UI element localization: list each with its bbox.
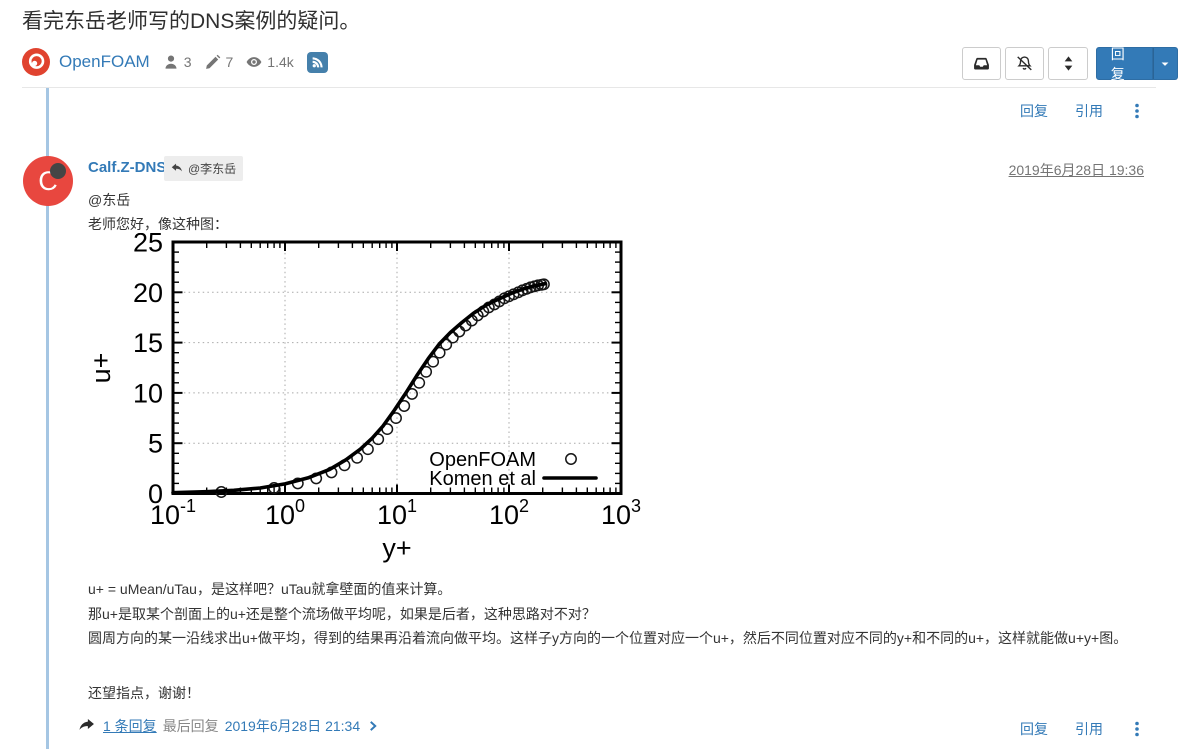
- category-link[interactable]: OpenFOAM: [59, 52, 150, 71]
- post-paragraph: 还望指点，谢谢！: [88, 685, 200, 701]
- topic-reply-split-button: 回复: [1095, 46, 1178, 82]
- svg-text:Komen et al: Komen et al: [429, 468, 536, 490]
- posts-count: 7: [225, 54, 234, 70]
- replies-toggle[interactable]: 1 条回复 最后回复 2019年6月28日 21:34: [78, 716, 379, 736]
- caret-down-icon: [1161, 61, 1169, 66]
- post-paragraph: 老师您好，像这种图：: [88, 216, 228, 232]
- svg-text:5: 5: [148, 429, 163, 459]
- post-paragraph: u+ = uMean/uTau，是这样吧？uTau就拿壁面的值来计算。: [88, 581, 452, 597]
- chevron-right-icon: [367, 720, 379, 732]
- topic-stats: 3 7 1.4k: [163, 51, 328, 73]
- bell-slash-icon: [1017, 56, 1033, 71]
- kebab-icon: [1135, 103, 1139, 119]
- svg-text:25: 25: [133, 233, 163, 258]
- user-status-dot: [50, 163, 66, 179]
- posts-timeline-bar[interactable]: [46, 88, 49, 749]
- topic-meta-row: OpenFOAM 3 7 1.4k: [22, 47, 328, 77]
- pencil-icon: [205, 54, 220, 69]
- avatar[interactable]: C: [23, 156, 73, 206]
- reply-link[interactable]: 回复: [1020, 103, 1048, 119]
- quote-link[interactable]: 引用: [1075, 721, 1103, 737]
- reply-to-username: @李东岳: [188, 162, 237, 176]
- reply-link[interactable]: 回复: [1020, 721, 1048, 737]
- svg-text:u+: u+: [88, 353, 116, 384]
- svg-text:10-1: 10-1: [150, 496, 196, 530]
- post-paragraph-line: 那u+是取某个剖面上的u+还是整个流场做平均呢，如果是后者，这种思路对不对？: [88, 606, 596, 622]
- svg-text:15: 15: [133, 328, 163, 358]
- post-author-link[interactable]: Calf.Z-DNS: [88, 159, 167, 176]
- post-timestamp[interactable]: 2019年6月28日 19:36: [1008, 162, 1144, 178]
- watch-button[interactable]: [1005, 47, 1045, 80]
- post-paragraph: 那u+是取某个剖面上的u+还是整个流场做平均呢，如果是后者，这种思路对不对？ 圆…: [88, 602, 1156, 650]
- views-count: 1.4k: [267, 54, 294, 70]
- topic-toolbar: 回复: [962, 46, 1178, 82]
- header-divider: [22, 87, 1156, 88]
- topic-title: 看完东岳老师写的DNS案例的疑问。: [22, 10, 361, 33]
- sort-button[interactable]: [1048, 47, 1088, 80]
- post-paragraph-line: 圆周方向的某一沿线求出u+做平均，得到的结果再沿着流向做平均。这样子y方向的一个…: [88, 630, 1128, 646]
- eye-icon: [246, 57, 262, 67]
- svg-text:y+: y+: [382, 533, 411, 563]
- reply-to-chip[interactable]: @李东岳: [164, 156, 244, 181]
- last-reply-label: 最后回复: [162, 718, 219, 734]
- category-logo-icon[interactable]: [22, 48, 50, 76]
- mark-read-button[interactable]: [962, 47, 1002, 80]
- svg-text:OpenFOAM: OpenFOAM: [429, 449, 536, 471]
- posts-stat: 7: [205, 54, 234, 70]
- post-menu-button[interactable]: [1130, 103, 1144, 119]
- user-icon: [165, 55, 177, 69]
- post-menu-button[interactable]: [1130, 721, 1144, 737]
- svg-text:103: 103: [601, 496, 641, 530]
- svg-text:10: 10: [133, 378, 163, 408]
- participants-count: 3: [183, 54, 192, 70]
- topic-reply-dropdown[interactable]: [1152, 47, 1178, 80]
- sort-icon: [1064, 56, 1072, 71]
- rss-icon[interactable]: [306, 51, 328, 73]
- topic-reply-button[interactable]: 回复: [1095, 46, 1153, 82]
- reply-arrow-icon: [171, 163, 182, 171]
- post-image-chart[interactable]: 0 5 10 15 20 25 10-1 100 101 102 103 u+ y+ OpenFOAM Ko…: [86, 228, 648, 565]
- svg-text:102: 102: [489, 496, 529, 530]
- previous-post-actions: 回复 引用: [1020, 101, 1144, 121]
- quote-link[interactable]: 引用: [1075, 103, 1103, 119]
- views-stat: 1.4k: [246, 54, 294, 70]
- participants-stat: 3: [163, 54, 192, 70]
- mention-text: @东岳: [88, 192, 131, 208]
- replies-icon: [79, 718, 94, 730]
- svg-text:20: 20: [133, 278, 163, 308]
- svg-text:101: 101: [377, 496, 417, 530]
- post-actions: 回复 引用: [1020, 719, 1144, 739]
- kebab-icon: [1135, 721, 1139, 737]
- svg-text:0: 0: [148, 479, 163, 509]
- svg-text:100: 100: [265, 496, 305, 530]
- replies-count-link: 1 条回复: [103, 718, 157, 734]
- inbox-icon: [974, 57, 990, 70]
- last-reply-time: 2019年6月28日 21:34: [224, 718, 361, 734]
